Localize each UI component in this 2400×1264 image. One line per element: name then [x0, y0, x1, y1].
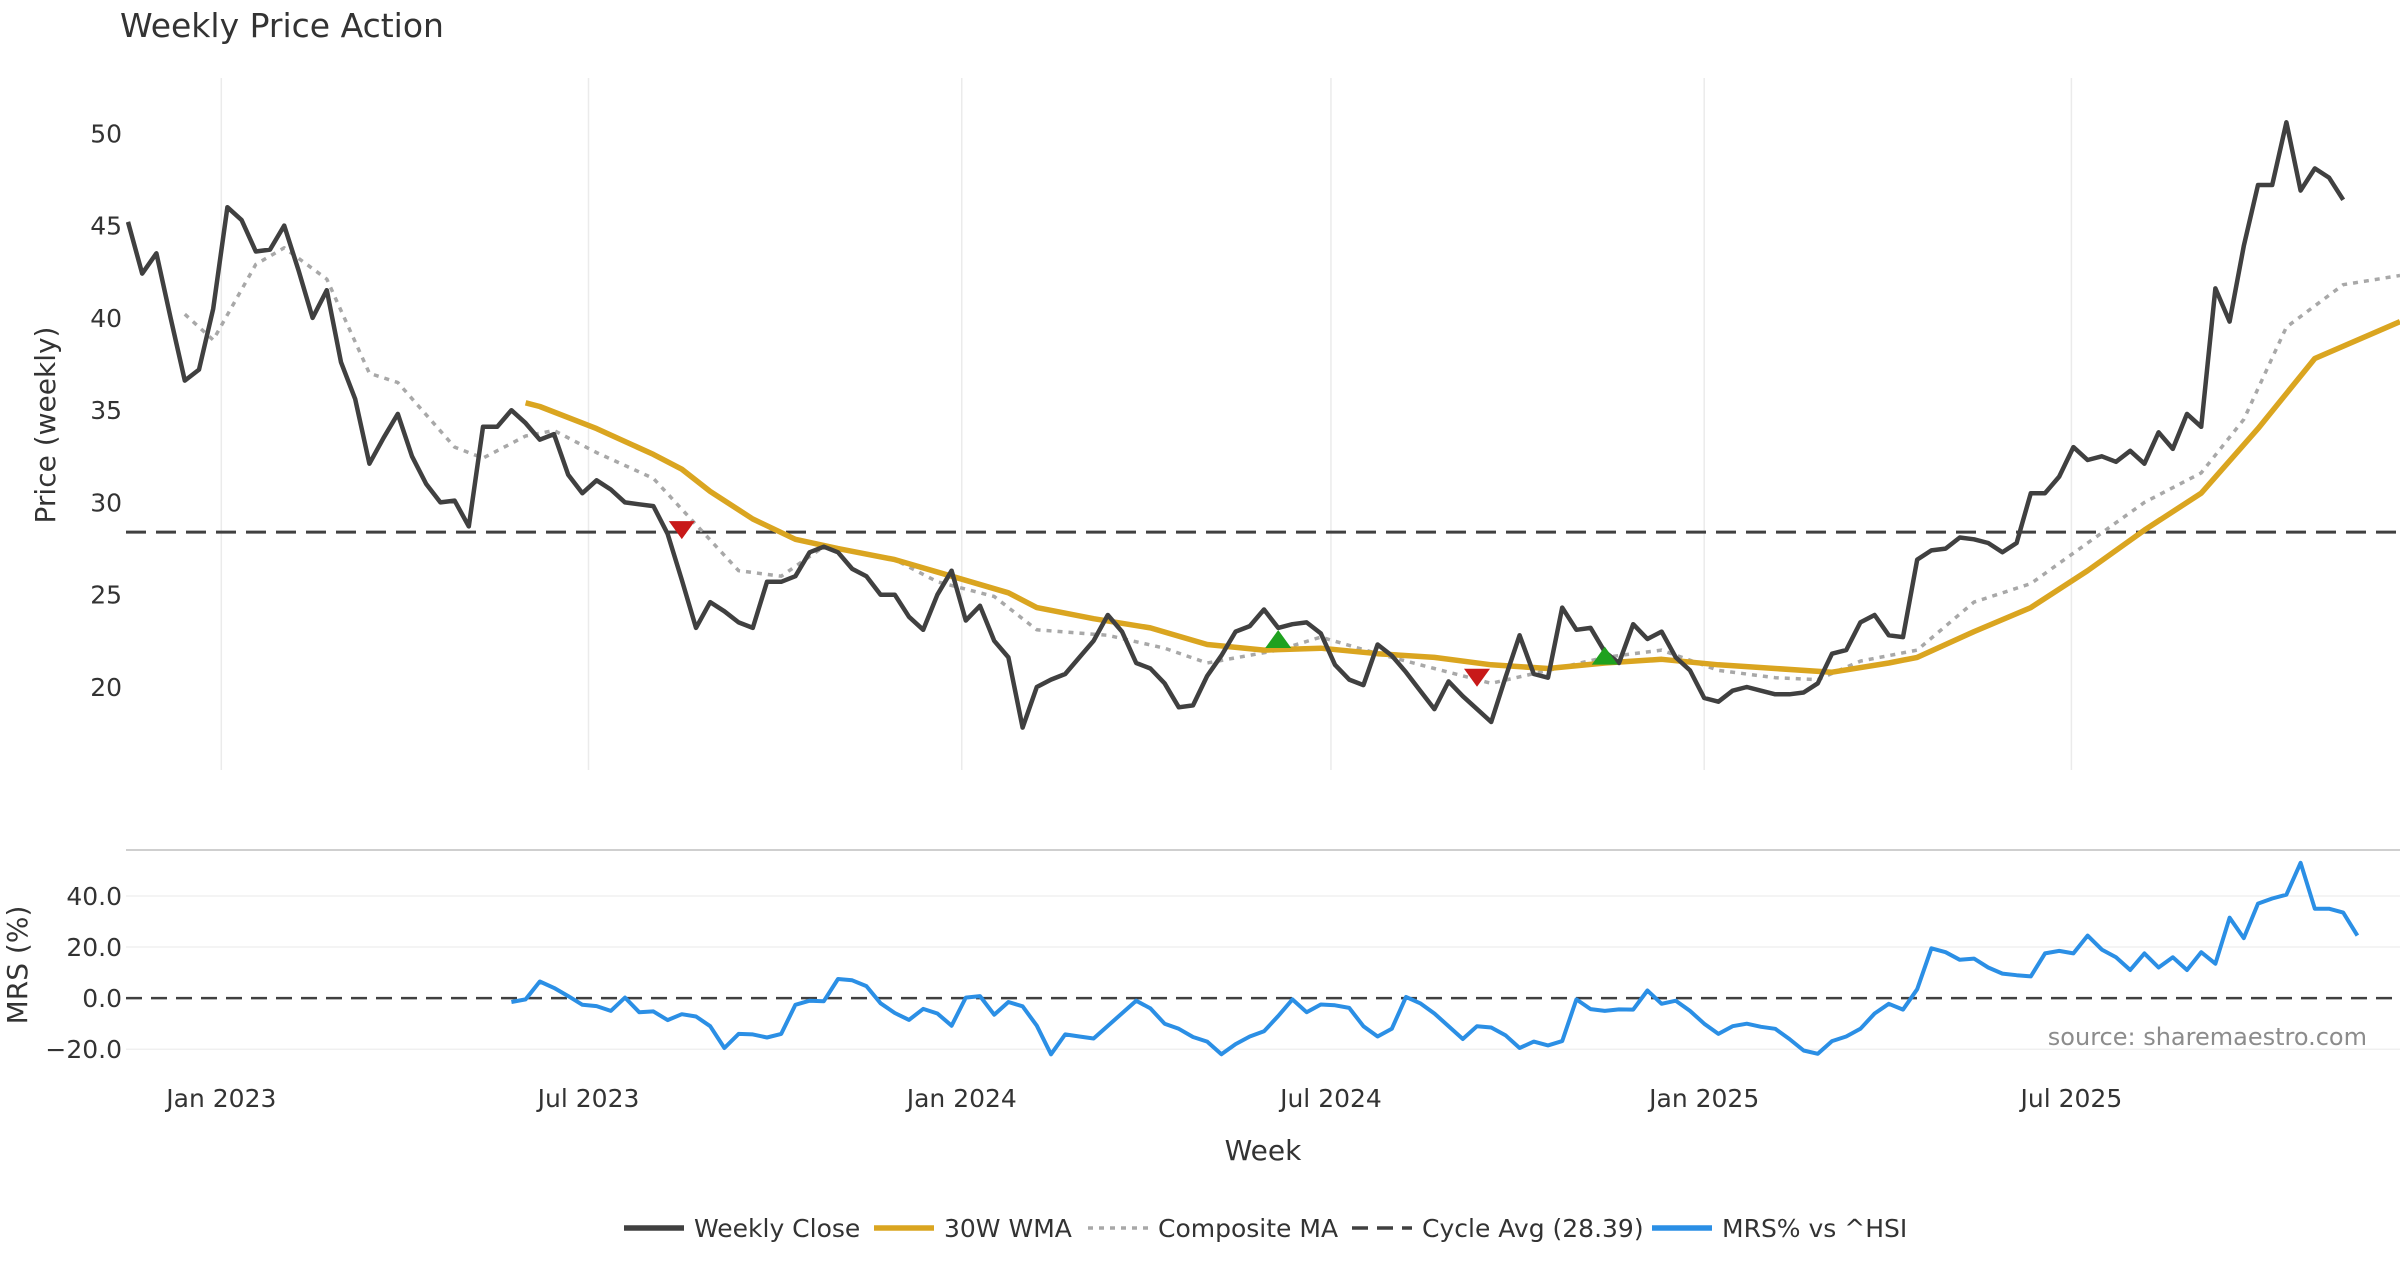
signal-up-marker: [1265, 629, 1292, 648]
source-note: source: sharemaestro.com: [2048, 1023, 2367, 1051]
legend-item-comp: Composite MA: [1088, 1214, 1338, 1243]
legend: Weekly Close 30W WMA Composite MA Cycle Avg…: [624, 1214, 1907, 1243]
price-y-tick-label: 40: [90, 304, 122, 333]
chart-title: Weekly Price Action: [120, 6, 444, 45]
signal-markers: [668, 521, 1618, 687]
mrs-y-tick-label: 20.0: [66, 933, 122, 962]
x-axis-label: Week: [1225, 1134, 1302, 1167]
x-tick-label: Jul 2025: [2019, 1084, 2123, 1113]
x-tick-label: Jan 2024: [905, 1084, 1017, 1113]
mrs-axis-label: MRS (%): [1, 906, 34, 1025]
series-layer: [126, 120, 2400, 1057]
x-tick-label: Jan 2023: [164, 1084, 276, 1113]
price-y-tick-label: 20: [90, 673, 122, 702]
price-axis-label: Price (weekly): [29, 327, 62, 524]
signal-down-marker: [1464, 668, 1491, 687]
composite-ma-line: [183, 246, 2400, 686]
signal-down-marker: [668, 521, 695, 540]
legend-label: Cycle Avg (28.39): [1422, 1214, 1644, 1243]
x-tick-label: Jan 2025: [1647, 1084, 1759, 1113]
legend-item-close: Weekly Close: [624, 1214, 860, 1243]
mrs-y-tick-label: 40.0: [66, 882, 122, 911]
price-y-tick-label: 35: [90, 396, 122, 425]
legend-label: 30W WMA: [944, 1214, 1072, 1243]
legend-item-cycle: Cycle Avg (28.39): [1352, 1214, 1644, 1243]
mrs-y-tick-label: −20.0: [45, 1035, 122, 1064]
signal-up-marker: [1591, 646, 1618, 665]
x-tick-label: Jul 2023: [536, 1084, 640, 1113]
mrs-y-tick-label: 0.0: [82, 984, 122, 1013]
reference-lines: [126, 530, 2400, 1000]
price-y-tick-label: 25: [90, 581, 122, 610]
legend-item-wma: 30W WMA: [874, 1214, 1072, 1243]
legend-label: Composite MA: [1158, 1214, 1338, 1243]
price-y-tick-label: 50: [90, 119, 122, 148]
weekly-close-line: [126, 120, 2346, 730]
price-y-tick-label: 30: [90, 488, 122, 517]
legend-item-mrs: MRS% vs ^HSI: [1652, 1214, 1907, 1243]
price-y-tick-label: 45: [90, 212, 122, 241]
grid-layer: [126, 78, 2400, 1050]
tick-labels: Jan 2023 Jul 2023 Jan 2024 Jul 2024 Jan 2025…: [45, 119, 2122, 1113]
legend-label: MRS% vs ^HSI: [1722, 1214, 1907, 1243]
wma-30w-line: [524, 319, 2400, 675]
legend-label: Weekly Close: [694, 1214, 860, 1243]
x-tick-label: Jul 2024: [1278, 1084, 1382, 1113]
mrs-line: [511, 860, 2360, 1057]
